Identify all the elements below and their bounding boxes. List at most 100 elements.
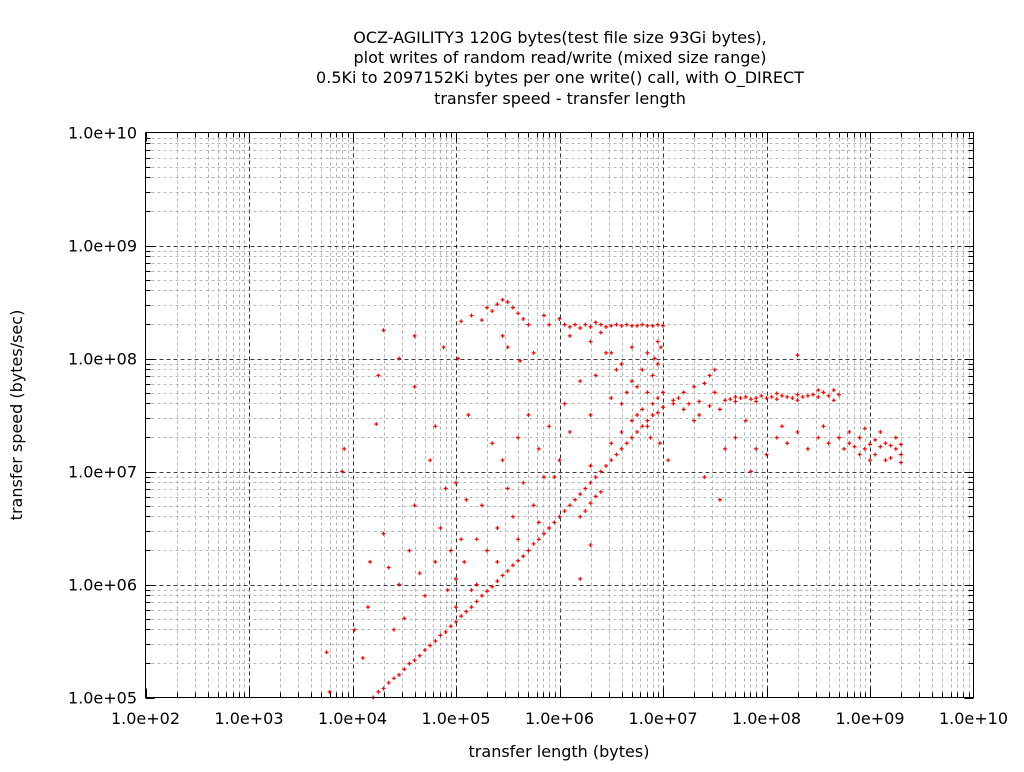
- data-point: [733, 435, 738, 440]
- data-point: [707, 403, 712, 408]
- data-point: [327, 689, 332, 694]
- data-point: [676, 396, 681, 401]
- data-point: [397, 672, 402, 677]
- data-point: [469, 313, 474, 318]
- data-point: [454, 605, 458, 610]
- data-point: [712, 367, 717, 372]
- data-point: [454, 619, 458, 624]
- data-point: [609, 396, 614, 401]
- data-point: [635, 413, 640, 417]
- data-point: [474, 582, 479, 587]
- data-point: [629, 418, 634, 423]
- data-point: [868, 458, 872, 463]
- data-point: [671, 401, 676, 406]
- data-point: [878, 444, 883, 449]
- data-point: [795, 392, 800, 397]
- data-point: [588, 542, 593, 547]
- data-point: [397, 582, 402, 587]
- data-point: [598, 322, 603, 327]
- data-point: [681, 390, 686, 395]
- data-point: [648, 435, 653, 440]
- data-point: [878, 429, 883, 434]
- y-tick-label: 1.0e+06: [68, 576, 137, 595]
- data-point: [422, 593, 427, 598]
- data-point: [448, 548, 453, 553]
- data-point: [604, 463, 609, 468]
- data-points: [324, 297, 904, 700]
- data-point: [490, 441, 495, 446]
- data-point: [454, 480, 458, 485]
- data-point: [598, 469, 603, 474]
- x-tick-label: 1.0e+07: [628, 709, 697, 728]
- data-point: [505, 486, 510, 491]
- data-point: [412, 384, 417, 389]
- data-point: [645, 418, 650, 423]
- chart-title-line-3: 0.5Ki to 2097152Ki bytes per one write()…: [316, 68, 804, 88]
- y-tick-labels: 1.0e+05 1.0e+06 1.0e+07 1.0e+08 1.0e+09 1.0e+…: [68, 124, 137, 708]
- data-point: [441, 345, 446, 350]
- grid: [145, 132, 974, 699]
- data-point: [588, 324, 593, 329]
- data-point: [573, 497, 578, 502]
- x-tick-label: 1.0e+02: [111, 709, 180, 728]
- data-point: [774, 391, 779, 396]
- data-point: [412, 503, 417, 508]
- data-point: [826, 441, 831, 446]
- data-point: [598, 489, 603, 494]
- data-point: [645, 323, 650, 328]
- data-point: [624, 390, 629, 395]
- data-point: [899, 442, 904, 447]
- data-point: [826, 393, 831, 398]
- data-point: [518, 358, 523, 363]
- data-point: [352, 627, 357, 632]
- data-point: [635, 429, 640, 434]
- data-point: [547, 526, 552, 530]
- data-point: [805, 446, 810, 451]
- data-point: [541, 475, 546, 480]
- data-point: [650, 323, 655, 328]
- data-point: [888, 443, 893, 448]
- data-point: [490, 584, 495, 589]
- data-point: [593, 373, 598, 378]
- data-point: [842, 446, 847, 451]
- data-point: [495, 559, 500, 564]
- data-point: [500, 297, 505, 302]
- data-point: [655, 410, 660, 415]
- data-point: [557, 316, 562, 321]
- data-point: [459, 614, 464, 619]
- data-point: [474, 537, 479, 542]
- data-point: [769, 394, 774, 399]
- data-point: [381, 686, 386, 691]
- data-point: [852, 444, 857, 449]
- data-point: [868, 442, 872, 447]
- data-point: [448, 624, 453, 629]
- data-point: [536, 520, 541, 525]
- data-point: [402, 616, 407, 621]
- data-point: [873, 452, 878, 457]
- data-point: [645, 350, 650, 355]
- data-point: [857, 435, 862, 440]
- data-point: [402, 667, 407, 672]
- data-point: [567, 503, 572, 508]
- data-point: [816, 394, 821, 399]
- data-point: [578, 325, 583, 330]
- data-point: [836, 435, 841, 440]
- data-point: [526, 322, 531, 327]
- data-point: [723, 398, 728, 403]
- data-point: [557, 458, 562, 463]
- data-point: [619, 429, 624, 434]
- data-point: [893, 435, 898, 440]
- data-point: [748, 397, 753, 402]
- data-point: [650, 413, 655, 417]
- data-point: [780, 424, 785, 429]
- data-point: [738, 396, 743, 401]
- data-point: [899, 452, 904, 457]
- data-point: [862, 426, 867, 431]
- data-point: [443, 486, 448, 491]
- y-tick-label: 1.0e+07: [68, 463, 137, 482]
- data-point: [697, 399, 702, 404]
- data-point: [422, 648, 427, 653]
- data-point: [764, 452, 769, 457]
- data-point: [795, 398, 800, 403]
- data-point: [658, 345, 663, 350]
